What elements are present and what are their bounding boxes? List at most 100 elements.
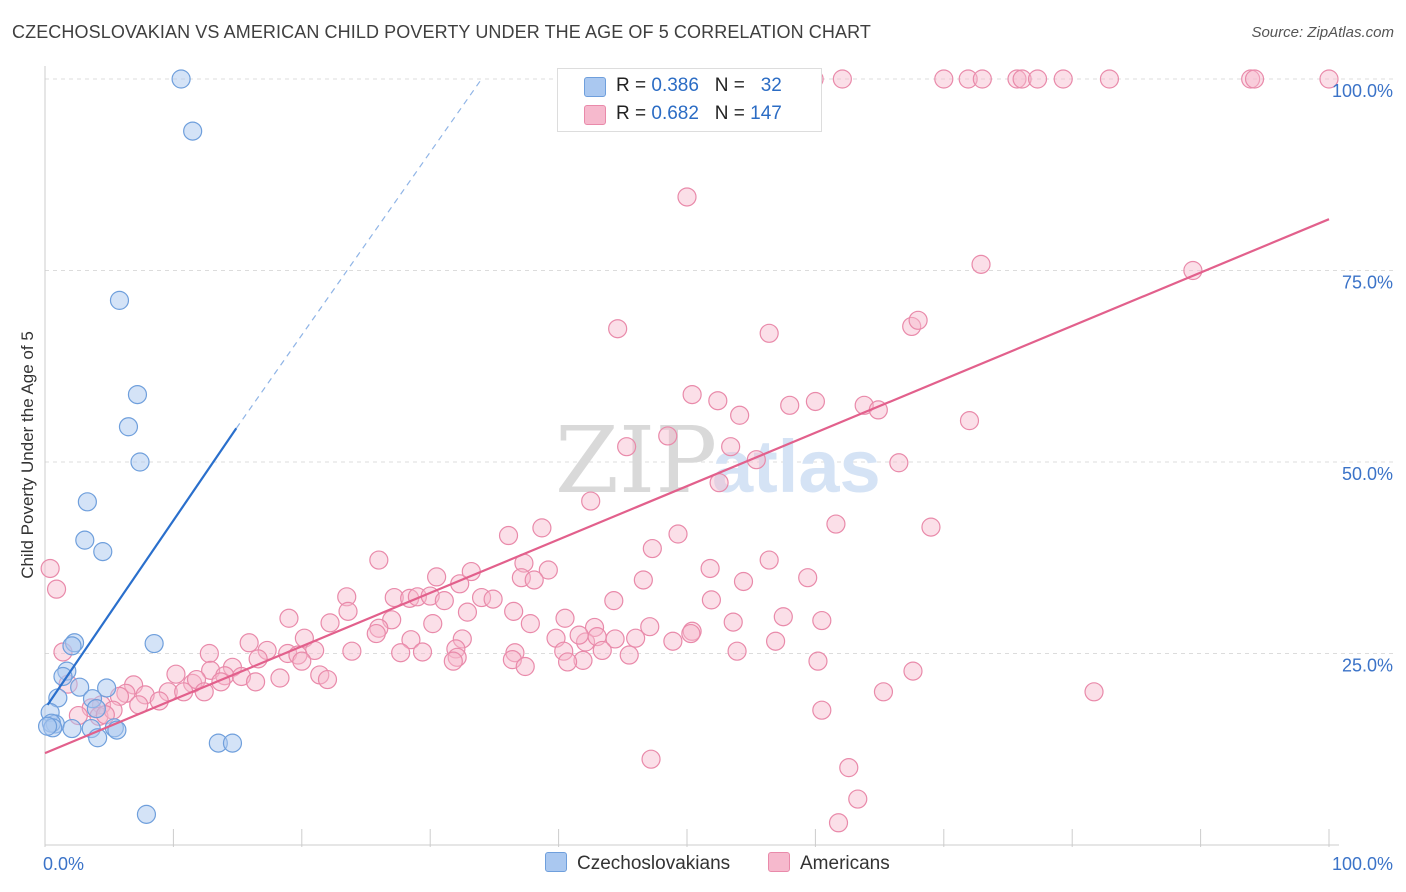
legend-r-label-american: R = [616,103,652,124]
american-point [971,254,991,274]
american-point [721,437,741,457]
american-point [515,656,535,677]
american-point [765,631,786,651]
czech-point [171,69,191,89]
y-tick-label: 50.0% [1342,464,1393,484]
american-point [1244,69,1265,89]
y-axis-label: Child Poverty Under the Age of 5 [18,331,37,579]
legend-text-czech: R = 0.386 N = 32 [616,75,782,97]
american-point [908,310,928,330]
american-point [555,608,575,628]
czech-point [62,636,82,656]
trend-lines [44,78,1330,755]
czech-point [75,530,95,550]
american-trend-line [44,218,1330,755]
american-point [701,590,721,610]
legend-n-label-czech: N = [714,75,751,96]
american-point [1099,69,1120,89]
american-point [642,538,662,559]
source-label: Source: ZipAtlas.com [1251,24,1394,41]
american-point [391,643,411,663]
american-point [532,518,552,538]
american-point [427,567,447,587]
watermark: ZIP atlas [555,407,881,514]
american-point [423,614,443,634]
american-point [504,601,524,621]
american-point [626,628,646,648]
legend-r-label-czech: R = [616,75,652,96]
american-point [457,602,478,622]
american-point [1007,69,1027,89]
american-point [617,437,637,457]
chart-title: CZECHOSLOVAKIAN VS AMERICAN CHILD POVERT… [12,22,871,42]
american-point [231,666,252,687]
american-point [619,645,639,665]
czech-point [53,666,73,687]
american-point [412,642,433,662]
american-point [270,668,290,688]
american-point [934,69,954,89]
czech-trend-extension [235,78,483,429]
american-point [401,630,421,650]
bottom-legend-czech: Czechoslovakians [545,852,730,875]
czech-point [144,633,164,654]
american-point [708,391,728,411]
american-point [443,651,463,671]
y-tick-label: 100.0% [1332,81,1393,101]
american-point [805,391,826,412]
czech-point [222,733,243,753]
american-point [239,633,259,653]
american-point [46,579,67,599]
american-point [682,384,702,405]
american-point [848,789,868,809]
american-point [199,643,219,664]
y-tick-label: 75.0% [1342,273,1393,293]
czech-point [109,290,130,310]
bottom-legend-label-american: Americans [800,853,890,874]
american-point [759,323,779,343]
legend-text-american: R = 0.682 N = 147 [616,103,782,125]
czech-trend-line [46,427,238,706]
american-point [342,641,362,661]
american-point [520,614,540,634]
czech-point [136,804,157,824]
american-point [921,517,941,537]
american-point [832,69,852,89]
american-point [524,570,544,590]
american-point [338,601,358,621]
american-point [759,550,779,570]
czech-points [37,69,243,824]
czech-point [86,699,106,719]
american-point [554,641,574,661]
czech-point [62,718,82,739]
american-point [447,647,467,667]
czech-point [97,678,117,698]
american-point [780,395,800,415]
american-point [166,664,186,684]
american-point [483,589,503,609]
american-point [452,629,472,649]
y-tick-label: 25.0% [1342,656,1393,676]
american-point [633,570,653,590]
legend-n-value-american: 147 [750,103,782,124]
american-point [1027,69,1048,89]
legend-r-value-american: 0.682 [651,103,699,124]
american-point [958,69,978,89]
american-point [186,669,207,690]
legend: R = 0.386 N = 32 R = 0.682 N = 147 [557,68,822,132]
american-point [366,623,386,644]
american-point [700,558,720,579]
american-point [434,591,454,611]
american-point [245,672,266,692]
american-point [812,610,832,631]
american-point [826,514,846,534]
czech-point [127,384,148,405]
watermark-atlas: atlas [712,425,881,508]
american-point [798,568,818,588]
american-point [194,682,214,702]
american-point [369,550,389,570]
american-point [959,411,980,431]
legend-n-value-czech: 32 [760,75,782,96]
bottom-legend-label-czech: Czechoslovakians [577,853,731,874]
